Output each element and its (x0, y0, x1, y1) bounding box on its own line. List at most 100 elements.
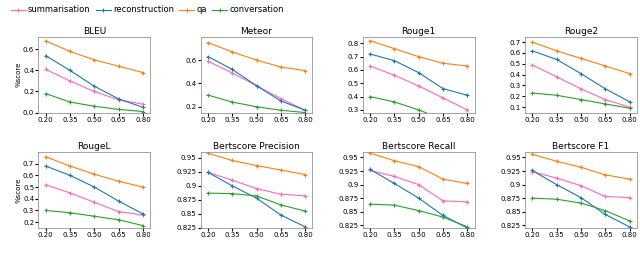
qa (577, 166, 585, 169)
reconstruction (66, 174, 74, 177)
conversation (390, 204, 398, 207)
qa (553, 160, 561, 163)
conversation (415, 108, 422, 112)
conversation (253, 194, 260, 198)
reconstruction (204, 171, 212, 174)
Line: summarisation: summarisation (530, 63, 632, 109)
Line: qa: qa (44, 155, 145, 189)
summarisation (577, 87, 585, 90)
qa (115, 180, 122, 183)
conversation (415, 209, 422, 212)
qa (553, 49, 561, 52)
summarisation (204, 171, 212, 174)
qa (577, 57, 585, 60)
conversation (115, 218, 122, 221)
Title: RougeL: RougeL (77, 142, 111, 151)
reconstruction (139, 106, 147, 109)
qa (115, 65, 122, 68)
qa (415, 165, 422, 168)
reconstruction (415, 196, 422, 200)
reconstruction (439, 87, 447, 90)
conversation (228, 101, 236, 104)
Line: conversation: conversation (530, 91, 632, 110)
conversation (577, 201, 585, 205)
qa (277, 66, 285, 69)
Line: reconstruction: reconstruction (206, 54, 307, 112)
summarisation (228, 71, 236, 74)
Line: conversation: conversation (368, 202, 469, 229)
reconstruction (139, 212, 147, 216)
summarisation (529, 63, 536, 67)
summarisation (390, 175, 398, 178)
conversation (42, 209, 49, 212)
qa (90, 173, 98, 176)
reconstruction (277, 214, 285, 217)
summarisation (90, 90, 98, 93)
Title: BLEU: BLEU (83, 27, 106, 36)
summarisation (277, 97, 285, 100)
reconstruction (277, 99, 285, 102)
qa (463, 64, 471, 68)
reconstruction (366, 168, 374, 171)
conversation (602, 102, 609, 106)
reconstruction (626, 225, 634, 228)
reconstruction (301, 225, 309, 228)
qa (366, 151, 374, 155)
Line: qa: qa (206, 40, 307, 73)
conversation (463, 225, 471, 228)
Y-axis label: %score: %score (15, 62, 22, 87)
qa (228, 159, 236, 162)
Line: summarisation: summarisation (44, 183, 145, 217)
summarisation (204, 60, 212, 63)
Line: conversation: conversation (530, 196, 632, 223)
conversation (390, 100, 398, 103)
reconstruction (301, 109, 309, 112)
conversation (277, 109, 285, 112)
Line: conversation: conversation (368, 95, 469, 131)
reconstruction (228, 184, 236, 187)
qa (277, 168, 285, 172)
Title: Meteor: Meteor (241, 27, 273, 36)
summarisation (66, 79, 74, 83)
Line: qa: qa (368, 39, 469, 68)
summarisation (139, 102, 147, 106)
conversation (529, 91, 536, 95)
conversation (301, 210, 309, 213)
qa (139, 71, 147, 74)
qa (626, 72, 634, 75)
reconstruction (366, 52, 374, 56)
summarisation (115, 210, 122, 213)
qa (66, 165, 74, 168)
conversation (366, 203, 374, 206)
qa (139, 185, 147, 189)
summarisation (66, 191, 74, 194)
summarisation (626, 106, 634, 109)
summarisation (301, 109, 309, 112)
Line: reconstruction: reconstruction (530, 168, 632, 229)
conversation (463, 127, 471, 130)
summarisation (115, 98, 122, 101)
qa (253, 58, 260, 62)
Line: summarisation: summarisation (206, 59, 307, 112)
Line: qa: qa (206, 151, 307, 177)
reconstruction (228, 68, 236, 71)
conversation (626, 219, 634, 222)
reconstruction (42, 54, 49, 57)
conversation (626, 107, 634, 110)
qa (390, 159, 398, 162)
qa (602, 173, 609, 176)
summarisation (415, 84, 422, 88)
qa (42, 39, 49, 42)
reconstruction (90, 85, 98, 88)
conversation (529, 196, 536, 200)
conversation (301, 111, 309, 114)
Title: Bertscore Precision: Bertscore Precision (213, 142, 300, 151)
reconstruction (66, 69, 74, 72)
Legend: summarisation, reconstruction, qa, conversation: summarisation, reconstruction, qa, conve… (11, 6, 284, 14)
summarisation (463, 108, 471, 112)
summarisation (228, 179, 236, 182)
conversation (553, 94, 561, 97)
summarisation (463, 200, 471, 204)
conversation (277, 203, 285, 206)
Title: Bertscore F1: Bertscore F1 (552, 142, 609, 151)
